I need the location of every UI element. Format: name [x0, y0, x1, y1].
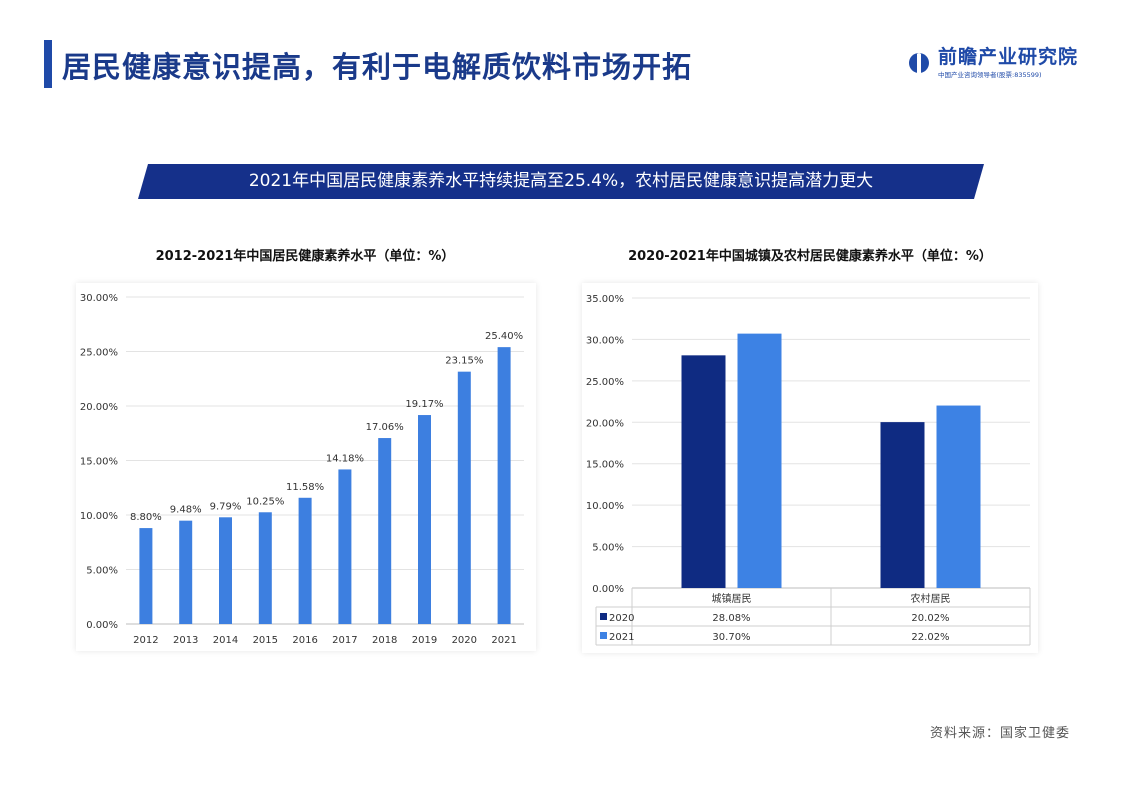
chart1-xtick-label: 2021 [491, 635, 516, 646]
chart2-category-label: 城镇居民 [712, 592, 752, 605]
chart1-bar [497, 347, 511, 624]
chart2-bar [681, 355, 726, 588]
chart1-xtick-label: 2012 [133, 635, 158, 646]
chart2-table-value: 20.02% [911, 613, 949, 624]
chart1-title: 2012-2021年中国居民健康素养水平（单位：%） [155, 249, 455, 264]
chart1-xtick-label: 2020 [452, 635, 477, 646]
brand-logo: 前瞻产业研究院 中国产业咨询领导者(股票:835599) [908, 42, 1093, 88]
chart1-data-label: 23.15% [445, 356, 483, 367]
chart2-bar [880, 422, 925, 588]
chart2-ytick-label: 35.00% [586, 294, 624, 305]
chart1-bar [258, 512, 272, 624]
chart2-legend-swatch [600, 632, 607, 639]
chart1-data-label: 8.80% [130, 512, 162, 523]
chart1-xtick-label: 2014 [213, 635, 238, 646]
chart1-data-label: 11.58% [286, 482, 324, 493]
chart1-xtick-label: 2013 [173, 635, 198, 646]
chart1-area: 0.00% 5.00% 10.00% 15.00% 20.00% 25.00% 30.00%… [76, 283, 536, 651]
chart1-ytick-label: 25.00% [80, 348, 118, 359]
chart1-bar [219, 517, 232, 624]
chart1-data-label: 10.25% [246, 496, 284, 507]
source-note: 资料来源：国家卫健委 [930, 726, 1071, 741]
logo-name: 前瞻产业研究院 [938, 46, 1079, 68]
chart1-xtick-label: 2017 [332, 635, 357, 646]
chart1-data-label: 17.06% [366, 422, 404, 433]
chart2-legend-label: 2020 [609, 613, 634, 624]
chart1-bar [298, 497, 312, 624]
chart2-ytick-label: 30.00% [586, 335, 624, 346]
chart1-ytick-label: 5.00% [86, 566, 118, 577]
chart1-ytick-label: 0.00% [86, 620, 118, 631]
chart1-data-label: 25.40% [485, 331, 523, 342]
page-title: 居民健康意识提高，有利于电解质饮料市场开拓 [62, 50, 693, 84]
chart1-ytick-label: 10.00% [80, 511, 118, 522]
chart1-xtick-label: 2019 [412, 635, 437, 646]
chart2-table-value: 28.08% [712, 613, 750, 624]
chart1-ytick-label: 15.00% [80, 457, 118, 468]
chart1-bar [139, 528, 153, 624]
chart2-ytick-label: 0.00% [592, 584, 624, 595]
chart2-bar [737, 333, 782, 588]
banner-text: 2021年中国居民健康素养水平持续提高至25.4%，农村居民健康意识提高潜力更大 [248, 171, 874, 191]
banner-shape [138, 164, 984, 199]
chart1-svg: 0.00% 5.00% 10.00% 15.00% 20.00% 25.00% 30.00%… [80, 293, 524, 646]
chart1-xtick-label: 2018 [372, 635, 397, 646]
chart2-category-label: 农村居民 [911, 592, 951, 605]
chart1-ytick-label: 30.00% [80, 293, 118, 304]
chart2-ytick-label: 10.00% [586, 501, 624, 512]
chart2-table-value: 30.70% [712, 632, 750, 643]
chart1-xtick-label: 2016 [292, 635, 317, 646]
logo-subtitle: 中国产业咨询领导者(股票:835599) [938, 71, 1042, 79]
logo-icon [909, 48, 929, 76]
headline-banner: 2021年中国居民健康素养水平持续提高至25.4%，农村居民健康意识提高潜力更大 [138, 164, 984, 199]
chart2-ytick-label: 5.00% [592, 543, 624, 554]
chart2-area: 0.00% 5.00% 10.00% 15.00% 20.00% 25.00% 30.00%… [582, 283, 1038, 653]
chart1-data-label: 9.48% [170, 505, 202, 516]
chart2-bar [936, 405, 981, 588]
chart1-data-label: 9.79% [210, 501, 242, 512]
chart1-bar [378, 438, 392, 624]
chart2-ytick-label: 20.00% [586, 418, 624, 429]
chart2-svg: 0.00% 5.00% 10.00% 15.00% 20.00% 25.00% 30.00%… [586, 294, 1031, 646]
chart2-table-value: 22.02% [911, 632, 949, 643]
chart2-title: 2020-2021年中国城镇及农村居民健康素养水平（单位：%） [628, 249, 992, 264]
chart1-bar [457, 371, 471, 624]
chart1-bar [418, 415, 431, 624]
chart2-ytick-label: 25.00% [586, 377, 624, 388]
chart2-legend-label: 2021 [609, 632, 634, 643]
chart1-bar [179, 520, 193, 624]
chart1-xtick-label: 2015 [253, 635, 278, 646]
chart1-data-label: 14.18% [326, 453, 364, 464]
chart1-data-label: 19.17% [405, 399, 443, 410]
chart2-legend-swatch [600, 613, 607, 620]
chart1-bar [338, 469, 352, 624]
chart1-ytick-label: 20.00% [80, 402, 118, 413]
chart2-ytick-label: 15.00% [586, 460, 624, 471]
title-accent-bar [44, 40, 52, 88]
